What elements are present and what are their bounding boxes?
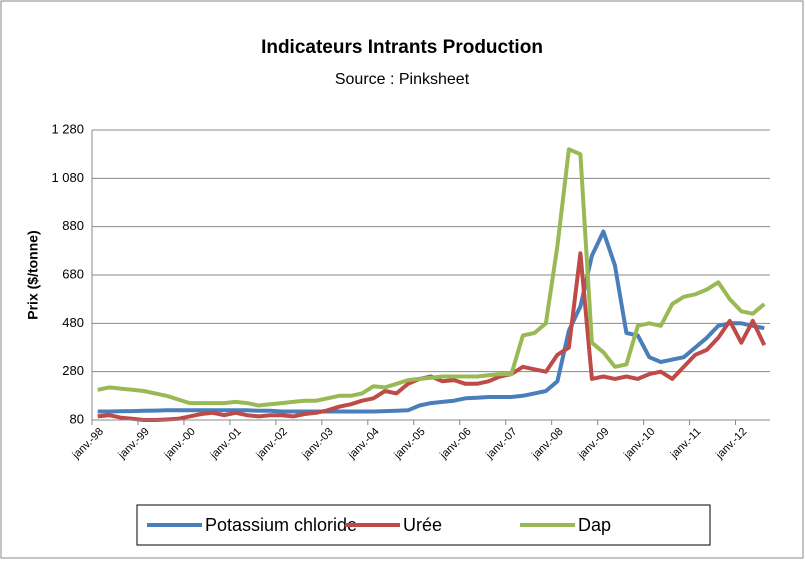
y-tick-label: 1 080 xyxy=(51,170,84,185)
y-tick-label: 1 280 xyxy=(51,121,84,136)
y-tick-label: 280 xyxy=(62,363,84,378)
y-tick-label: 680 xyxy=(62,266,84,281)
legend-label: Potassium chloride xyxy=(205,515,357,535)
y-tick-label: 480 xyxy=(62,315,84,330)
y-axis-label: Prix ($/tonne) xyxy=(25,230,41,319)
y-tick-label: 80 xyxy=(70,411,84,426)
chart-subtitle: Source : Pinksheet xyxy=(335,71,470,88)
legend-label: Urée xyxy=(403,515,442,535)
chart-title: Indicateurs Intrants Production xyxy=(261,37,543,58)
legend-box xyxy=(136,504,711,546)
legend-label: Dap xyxy=(578,515,611,535)
y-tick-label: 880 xyxy=(62,218,84,233)
series-line xyxy=(97,229,765,414)
series-line xyxy=(97,147,766,408)
